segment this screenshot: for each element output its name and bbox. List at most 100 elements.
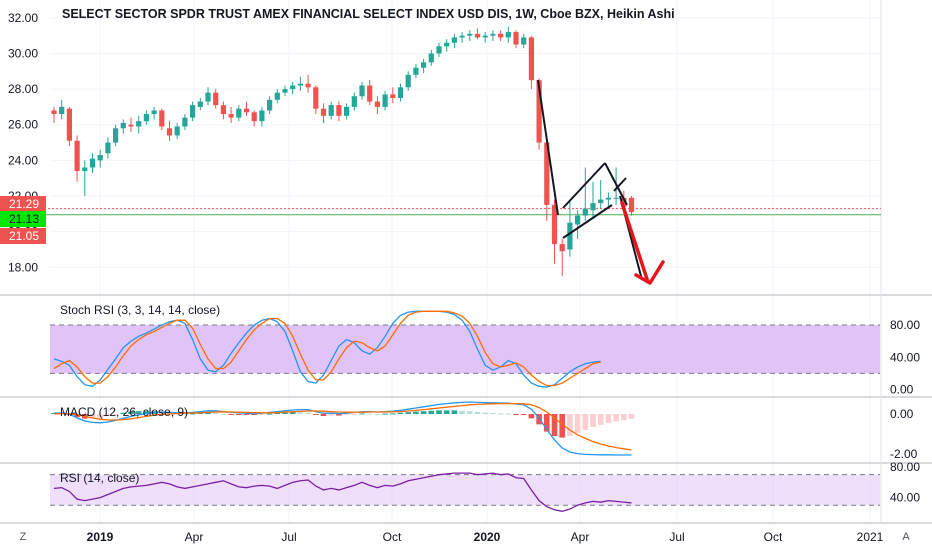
candle-body xyxy=(567,222,573,250)
macd-histogram-bar xyxy=(228,414,234,415)
candle xyxy=(436,42,442,58)
macd-histogram-bar xyxy=(397,412,404,414)
time-axis-label: 2019 xyxy=(87,530,114,544)
candle-body xyxy=(66,108,72,141)
macd-histogram-bar xyxy=(243,414,250,415)
candle-body xyxy=(344,106,350,116)
candle xyxy=(136,115,142,134)
trendline xyxy=(537,79,559,216)
candle xyxy=(190,101,196,122)
candle xyxy=(390,87,396,104)
price-tick-label: 30.00 xyxy=(8,46,38,60)
time-axis-label: 2020 xyxy=(474,530,501,544)
macd-histogram-bar xyxy=(613,414,619,422)
candle xyxy=(544,138,550,221)
candle xyxy=(151,106,157,120)
candle-body xyxy=(559,244,565,252)
candle xyxy=(451,33,457,49)
candle-body xyxy=(498,33,504,38)
candle-body xyxy=(305,83,311,88)
macd-histogram-bar xyxy=(220,413,227,415)
rsi-pane: 40.00 80.00 RSI (14, close) xyxy=(50,460,920,512)
macd-histogram-bar xyxy=(520,414,527,415)
candle xyxy=(336,101,342,122)
band-fill xyxy=(50,325,880,374)
candle-body xyxy=(413,67,419,75)
candle xyxy=(128,117,134,132)
indicator-tick-label: 40.00 xyxy=(890,491,920,505)
candle xyxy=(220,101,226,120)
candle-body xyxy=(351,96,357,107)
macd-histogram-bar xyxy=(567,414,573,436)
macd-histogram-bar xyxy=(343,414,350,415)
candle xyxy=(313,85,319,115)
candle-body xyxy=(444,42,450,47)
candle-body xyxy=(397,87,404,98)
candle xyxy=(367,80,373,106)
candle-body xyxy=(590,203,596,211)
auto-scale-button[interactable]: A xyxy=(902,531,910,543)
price-label-bg xyxy=(0,196,46,212)
candle xyxy=(528,35,534,90)
candle-body xyxy=(120,122,126,129)
candle-body xyxy=(166,128,173,136)
macd-histogram-bar xyxy=(305,412,311,414)
candle-body xyxy=(505,32,511,38)
candle xyxy=(405,71,411,91)
macd-histogram-bar xyxy=(505,413,512,415)
stoch-rsi-title: Stoch RSI (3, 3, 14, 14, close) xyxy=(60,303,220,317)
candle xyxy=(505,26,511,43)
price-tick-label: 26.00 xyxy=(8,118,38,132)
macd-histogram-bar xyxy=(89,414,96,419)
candle xyxy=(305,74,311,93)
candle-body xyxy=(220,105,226,115)
candle-body xyxy=(251,112,257,122)
time-axis-label: Apr xyxy=(571,530,590,544)
candle-body xyxy=(421,62,427,68)
candle-body xyxy=(182,117,188,127)
zoom-button[interactable]: Z xyxy=(19,531,27,543)
macd-histogram-bar xyxy=(420,411,427,414)
candle-body xyxy=(521,37,527,45)
candle-body xyxy=(290,85,296,90)
candle-body xyxy=(82,167,88,172)
candle xyxy=(567,199,573,257)
trendline-drawings xyxy=(537,79,665,285)
candle-body xyxy=(613,197,619,199)
macd-histogram-bar xyxy=(351,414,358,415)
macd-histogram-bar xyxy=(182,413,188,415)
candle xyxy=(243,101,250,116)
candle-body xyxy=(575,215,581,225)
candle-body xyxy=(382,94,388,107)
macd-histogram-bar xyxy=(266,413,273,415)
macd-histogram-bar xyxy=(143,411,150,414)
macd-histogram-bar xyxy=(551,414,558,436)
candle-body xyxy=(267,99,273,111)
candle xyxy=(82,160,88,196)
macd-histogram-bar xyxy=(428,410,435,414)
macd-histogram-bar xyxy=(128,411,134,414)
candle xyxy=(166,121,173,141)
candle xyxy=(197,98,203,111)
price-tick-label: 18.00 xyxy=(8,260,38,274)
band-fill xyxy=(50,474,880,506)
candle xyxy=(51,106,57,123)
macd-histogram-bar xyxy=(390,413,396,415)
macd-histogram-bar xyxy=(497,413,504,415)
candle-body xyxy=(551,204,558,245)
candle xyxy=(66,106,72,147)
time-axis-label: Jul xyxy=(669,530,684,544)
candle-body xyxy=(328,105,334,116)
macd-histogram-bar xyxy=(159,411,165,414)
candle-body xyxy=(336,105,342,116)
candle xyxy=(228,106,234,123)
macd-histogram-bar xyxy=(274,413,281,414)
macd-histogram-bar xyxy=(413,411,419,414)
candle xyxy=(74,135,80,182)
candle xyxy=(582,167,588,221)
price-tick-label: 24.00 xyxy=(8,153,38,167)
candle xyxy=(97,149,103,168)
candle-body xyxy=(628,197,635,213)
